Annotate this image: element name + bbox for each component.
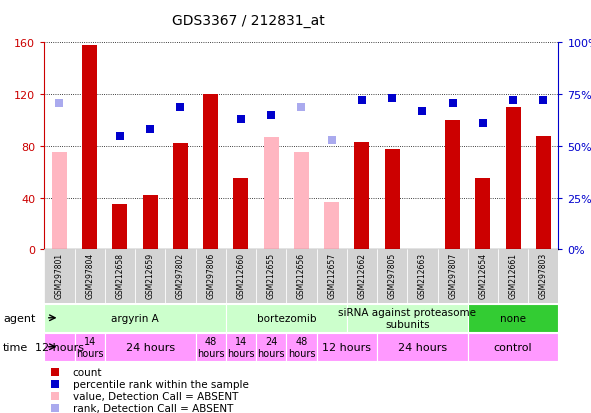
Bar	[467, 333, 558, 361]
Text: argyrin A: argyrin A	[111, 313, 159, 323]
Bar	[196, 250, 226, 304]
Text: 14
hours: 14 hours	[76, 336, 103, 358]
Bar	[407, 250, 437, 304]
Bar	[286, 250, 317, 304]
Bar	[226, 250, 256, 304]
Text: 48
hours: 48 hours	[197, 336, 225, 358]
Bar	[44, 304, 226, 332]
Bar	[505, 108, 521, 250]
Text: siRNA against proteasome
subunits: siRNA against proteasome subunits	[338, 307, 476, 329]
Text: agent: agent	[3, 313, 35, 323]
Bar	[536, 136, 551, 250]
Bar	[445, 121, 460, 250]
Bar	[286, 333, 317, 361]
Text: 12 hours: 12 hours	[35, 342, 84, 352]
Bar	[355, 143, 369, 250]
Text: GSM212657: GSM212657	[327, 253, 336, 299]
Bar	[437, 250, 467, 304]
Bar	[44, 333, 74, 361]
Bar	[324, 202, 339, 250]
Text: bortezomib: bortezomib	[256, 313, 316, 323]
Bar	[233, 179, 248, 250]
Bar	[165, 250, 196, 304]
Bar	[52, 153, 67, 250]
Bar	[475, 179, 491, 250]
Text: 24 hours: 24 hours	[126, 342, 175, 352]
Text: GSM297805: GSM297805	[388, 253, 397, 299]
Text: 12 hours: 12 hours	[322, 342, 371, 352]
Bar	[105, 333, 196, 361]
Bar	[74, 333, 105, 361]
Bar	[203, 95, 218, 250]
Bar	[294, 153, 309, 250]
Text: GSM212654: GSM212654	[478, 253, 488, 299]
Bar	[264, 138, 279, 250]
Bar	[82, 46, 98, 250]
Text: rank, Detection Call = ABSENT: rank, Detection Call = ABSENT	[73, 403, 233, 413]
Bar	[347, 304, 467, 332]
Bar	[142, 196, 158, 250]
Text: GSM212662: GSM212662	[358, 253, 366, 299]
Text: GSM212658: GSM212658	[115, 253, 125, 299]
Text: GSM297802: GSM297802	[176, 253, 185, 299]
Bar	[498, 250, 528, 304]
Text: value, Detection Call = ABSENT: value, Detection Call = ABSENT	[73, 391, 238, 401]
Text: GSM297804: GSM297804	[85, 253, 94, 299]
Text: GSM212659: GSM212659	[146, 253, 155, 299]
Bar	[347, 250, 377, 304]
Bar	[74, 250, 105, 304]
Text: none: none	[500, 313, 526, 323]
Bar	[317, 250, 347, 304]
Bar	[196, 333, 226, 361]
Bar	[256, 250, 286, 304]
Text: GSM212663: GSM212663	[418, 253, 427, 299]
Text: count: count	[73, 368, 102, 377]
Bar	[226, 304, 347, 332]
Text: GSM212655: GSM212655	[267, 253, 275, 299]
Bar	[226, 333, 256, 361]
Bar	[377, 333, 467, 361]
Text: 24 hours: 24 hours	[398, 342, 447, 352]
Bar	[105, 250, 135, 304]
Text: GDS3367 / 212831_at: GDS3367 / 212831_at	[172, 14, 324, 28]
Text: 24
hours: 24 hours	[258, 336, 285, 358]
Text: 48
hours: 48 hours	[288, 336, 315, 358]
Text: GSM297803: GSM297803	[539, 253, 548, 299]
Bar	[135, 250, 165, 304]
Bar	[467, 304, 558, 332]
Bar	[112, 205, 128, 250]
Text: percentile rank within the sample: percentile rank within the sample	[73, 379, 248, 389]
Text: GSM297807: GSM297807	[448, 253, 457, 299]
Text: time: time	[3, 342, 28, 352]
Text: GSM297806: GSM297806	[206, 253, 215, 299]
Bar	[528, 250, 558, 304]
Bar	[467, 250, 498, 304]
Bar	[44, 250, 74, 304]
Bar	[256, 333, 286, 361]
Text: GSM297801: GSM297801	[55, 253, 64, 299]
Text: 14
hours: 14 hours	[227, 336, 255, 358]
Text: GSM212660: GSM212660	[236, 253, 245, 299]
Text: GSM212661: GSM212661	[509, 253, 518, 299]
Text: GSM212656: GSM212656	[297, 253, 306, 299]
Bar	[385, 149, 400, 250]
Bar	[317, 333, 377, 361]
Bar	[173, 144, 188, 250]
Bar	[377, 250, 407, 304]
Text: control: control	[494, 342, 532, 352]
